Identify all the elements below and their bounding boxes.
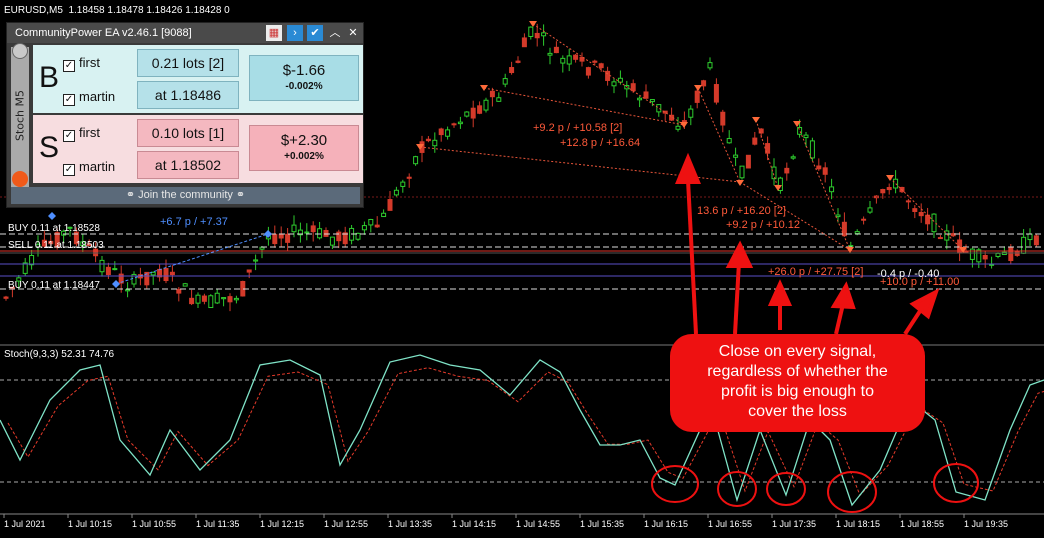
link-icon: ⚭ xyxy=(232,189,246,201)
buy-first-checkbox[interactable]: ✓ first xyxy=(63,55,100,72)
buy-line-label-2: BUY 0.11 at 1.18447 xyxy=(8,280,100,291)
sell-line-label: SELL 0.11 at 1.18503 xyxy=(8,240,104,251)
trade-paths xyxy=(419,23,964,251)
sell-price: at 1.18502 xyxy=(137,151,239,179)
strategy-sidebar[interactable]: Stoch M5 xyxy=(11,43,29,187)
check-icon[interactable]: ✔ xyxy=(307,25,323,41)
profit-label: 13.6 p / +16.20 [2] xyxy=(697,205,786,217)
ea-panel[interactable]: CommunityPower EA v2.46.1 [9088] ▦ › ✔ ︿… xyxy=(6,22,364,208)
chevron-up-icon[interactable]: ︿ xyxy=(329,27,341,39)
profit-label: +26.0 p / +27.75 [2] xyxy=(768,266,864,278)
profit-label: +9.2 p / +10.58 [2] xyxy=(533,122,623,134)
sell-section: S ✓ first ✓ martin 0.10 lots [1] at 1.1850… xyxy=(33,115,363,183)
time-tick: 1 Jul 14:15 xyxy=(452,519,497,529)
chart-header: EURUSD,M5 1.18458 1.18478 1.18426 1.1842… xyxy=(4,5,230,16)
time-tick: 1 Jul 17:35 xyxy=(772,519,817,529)
time-tick: 1 Jul 19:35 xyxy=(964,519,1009,529)
sell-percent: +0.002% xyxy=(284,151,324,162)
status-indicator-orange[interactable] xyxy=(12,171,28,187)
annotation-arrows xyxy=(675,152,940,336)
time-tick: 1 Jul 16:15 xyxy=(644,519,689,529)
time-tick: 1 Jul 18:15 xyxy=(836,519,881,529)
profit-label: +9.2 p / +10.12 xyxy=(726,219,801,231)
profit-label: +12.8 p / +16.64 xyxy=(560,137,641,149)
stoch-label: Stoch(9,3,3) 52.31 74.76 xyxy=(4,349,115,360)
profit-label: +10.0 p / +11.00 xyxy=(880,276,960,288)
time-tick: 1 Jul 18:55 xyxy=(900,519,945,529)
buy-price: at 1.18486 xyxy=(137,81,239,109)
join-community-button[interactable]: ⚭ Join the community ⚭ xyxy=(11,187,360,204)
buy-letter: B xyxy=(39,61,60,94)
time-tick: 1 Jul 10:55 xyxy=(132,519,177,529)
blue-trade-path xyxy=(115,233,269,285)
time-tick: 1 Jul 15:35 xyxy=(580,519,625,529)
callout-line: regardless of whether the xyxy=(707,363,888,380)
time-tick: 1 Jul 14:55 xyxy=(516,519,561,529)
buy-profit-box[interactable]: $-1.66 -0.002% xyxy=(249,55,359,101)
time-tick: 1 Jul 16:55 xyxy=(708,519,753,529)
check-icon: ✓ xyxy=(63,94,75,106)
buy-profit: $-1.66 xyxy=(282,62,326,79)
time-tick: 1 Jul 10:15 xyxy=(68,519,113,529)
chevron-right-icon[interactable]: › xyxy=(287,25,303,41)
stoch-main-line xyxy=(0,354,1044,507)
sell-lots: 0.10 lots [1] xyxy=(137,119,239,147)
blue-trade-markers xyxy=(48,212,272,288)
ea-titlebar[interactable]: CommunityPower EA v2.46.1 [9088] ▦ › ✔ ︿… xyxy=(7,23,363,43)
close-icon[interactable]: ✕ xyxy=(348,27,358,39)
sell-profit-box[interactable]: $+2.30 +0.002% xyxy=(249,125,359,171)
trade-markers xyxy=(416,21,967,253)
check-icon: ✓ xyxy=(63,60,75,72)
calendar-icon[interactable]: ▦ xyxy=(266,25,282,41)
sell-letter: S xyxy=(39,131,60,164)
callout-line: profit is big enough to xyxy=(721,383,874,400)
strategy-label: Stoch M5 xyxy=(13,89,27,142)
signal-circles xyxy=(651,463,979,513)
check-icon: ✓ xyxy=(63,164,75,176)
callout-line: cover the loss xyxy=(748,403,847,420)
stoch-signal-line xyxy=(7,367,1044,497)
annotation-callout: Close on every signal, regardless of whe… xyxy=(670,334,925,432)
sell-profit: $+2.30 xyxy=(280,132,328,149)
time-tick: 1 Jul 13:35 xyxy=(388,519,433,529)
profit-label: -0.4 p / -0.40 xyxy=(877,268,940,280)
buy-section: B ✓ first ✓ martin 0.21 lots [2] at 1.1848… xyxy=(33,45,363,113)
ea-title: CommunityPower EA v2.46.1 [9088] xyxy=(15,27,192,39)
time-tick: 1 Jul 11:35 xyxy=(196,519,240,529)
buy-percent: -0.002% xyxy=(285,81,323,92)
time-tick: 1 Jul 12:15 xyxy=(260,519,305,529)
buy-lots: 0.21 lots [2] xyxy=(137,49,239,77)
sell-first-checkbox[interactable]: ✓ first xyxy=(63,125,100,142)
profit-label-blue: +6.7 p / +7.37 xyxy=(160,216,228,228)
status-indicator-grey[interactable] xyxy=(12,43,28,59)
time-tick: 1 Jul 2021 xyxy=(4,519,46,529)
callout-line: Close on every signal, xyxy=(718,343,877,360)
check-icon: ✓ xyxy=(63,130,75,142)
link-icon: ⚭ xyxy=(125,189,139,201)
buy-line-label: BUY 0.11 at 1.18528 xyxy=(8,223,100,234)
buy-martin-checkbox[interactable]: ✓ martin xyxy=(63,89,116,106)
time-tick: 1 Jul 12:55 xyxy=(324,519,369,529)
sell-martin-checkbox[interactable]: ✓ martin xyxy=(63,159,116,176)
